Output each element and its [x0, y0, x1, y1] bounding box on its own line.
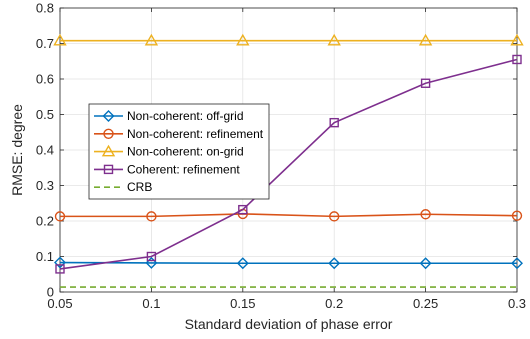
y-tick-label: 0.6	[36, 72, 54, 87]
triangle-marker	[53, 33, 67, 46]
circle-marker	[420, 209, 431, 220]
x-tick-label: 0.15	[230, 296, 255, 311]
diamond-marker	[511, 257, 523, 270]
series-line	[59, 58, 518, 270]
series-2	[53, 33, 524, 46]
x-axis-title: Standard deviation of phase error	[185, 316, 393, 332]
diamond-marker	[328, 257, 341, 270]
x-tick-label: 0.25	[413, 296, 438, 311]
diamond-marker	[419, 257, 432, 270]
square-marker	[103, 164, 114, 175]
series-layer	[53, 33, 524, 288]
square-marker	[512, 54, 522, 65]
x-tick-label: 0.3	[508, 296, 526, 311]
x-tick-label: 0.2	[325, 296, 343, 311]
y-tick-label: 0.7	[36, 36, 54, 51]
diamond-marker	[236, 257, 249, 270]
square-marker	[55, 264, 65, 274]
square-marker	[420, 78, 431, 88]
legend-label: CRB	[127, 180, 152, 194]
y-axis-title: RMSE: degree	[9, 104, 25, 196]
y-tick-label: 0	[47, 285, 54, 300]
diamond-marker	[54, 256, 66, 269]
circle-marker	[511, 210, 523, 221]
x-tick-label: 0.05	[47, 296, 72, 311]
y-tick-label: 0.2	[36, 214, 54, 229]
series-0	[54, 256, 523, 270]
legend-label: Non-coherent: refinement	[127, 127, 264, 141]
series-1	[54, 208, 523, 222]
y-tick-label: 0.4	[36, 143, 54, 158]
y-tick-label: 0.8	[36, 1, 54, 16]
series-3	[55, 54, 522, 274]
triangle-marker	[327, 33, 341, 46]
y-tick-label: 0.3	[36, 178, 54, 193]
series-line	[60, 213, 518, 218]
diamond-marker	[102, 110, 115, 122]
triangle-marker	[236, 33, 250, 46]
circle-marker	[146, 211, 157, 222]
y-tick-label: 0.5	[36, 107, 54, 122]
legend-label: Non-coherent: off-grid	[127, 109, 244, 123]
legend: Non-coherent: off-grid Non-coherent: refi…	[88, 103, 270, 200]
diamond-marker	[145, 256, 158, 269]
square-marker	[238, 204, 248, 215]
triangle-marker	[510, 33, 524, 46]
legend-label: Non-coherent: on-grid	[127, 145, 244, 159]
triangle-marker	[418, 33, 433, 46]
legend-label: Coherent: refinement	[127, 162, 240, 176]
x-tick-label: 0.1	[142, 296, 160, 311]
square-marker	[329, 117, 339, 128]
triangle-marker	[144, 33, 159, 46]
series-line	[59, 261, 517, 265]
axis-ticks: 0.05 0.1 0.15 0.2 0.25 0.3 0 0.1 0.2 0.3 0.4 0.5 0.6…	[36, 1, 526, 312]
y-tick-label: 0.1	[36, 249, 54, 264]
square-marker	[146, 251, 157, 262]
circle-marker	[329, 211, 340, 222]
triangle-marker	[101, 144, 116, 157]
circle-marker	[54, 211, 66, 222]
circle-marker	[103, 128, 114, 140]
